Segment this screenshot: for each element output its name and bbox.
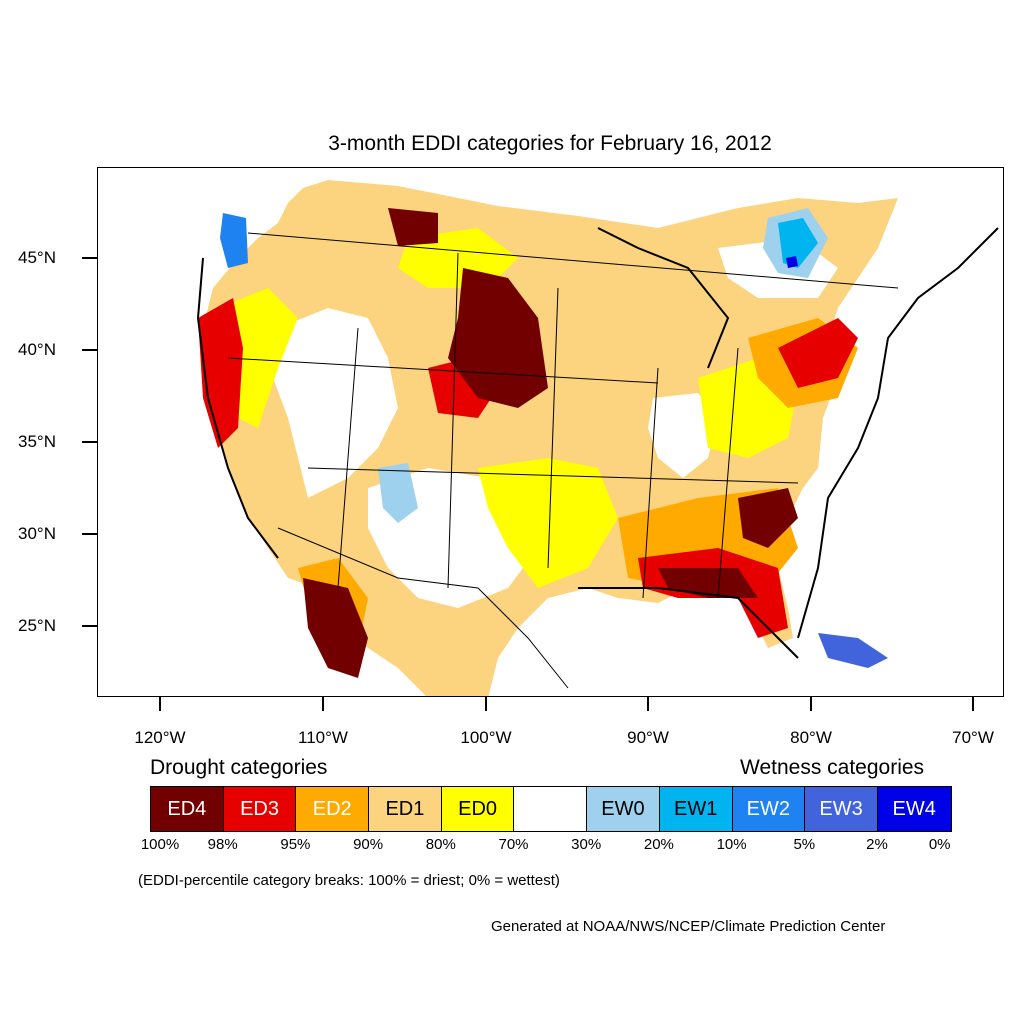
- ed3-east: [778, 318, 858, 388]
- legend-colorbar: ED4 ED3 ED2 ED1 ED0 EW0 EW1 EW2 EW3 EW4: [150, 786, 952, 832]
- ed4-northern-plains: [448, 268, 548, 408]
- legend-break-label: 98%: [207, 836, 238, 853]
- near-normal-midwest: [648, 393, 718, 478]
- map-title: 3-month EDDI categories for February 16,…: [328, 132, 772, 155]
- legend-break-label: 80%: [425, 836, 456, 853]
- legend-swatch-ew2: EW2: [732, 787, 806, 831]
- legend-swatch-ew1: EW1: [659, 787, 733, 831]
- legend-break-label: 90%: [353, 836, 384, 853]
- lon-tick-80: [810, 697, 812, 711]
- ed4-montana: [388, 208, 438, 246]
- legend-break-label: 20%: [643, 836, 674, 853]
- lon-label-100: 100°W: [460, 728, 512, 747]
- ew4-quebec: [786, 256, 798, 268]
- ew1-quebec: [778, 218, 818, 268]
- ed4-carolina: [738, 488, 798, 548]
- lat-label-35: 35°N: [18, 432, 56, 451]
- ew-new-mexico: [378, 463, 418, 523]
- credit-line: Generated at NOAA/NWS/NCEP/Climate Predi…: [491, 918, 886, 935]
- legend-break-label: 30%: [571, 836, 602, 853]
- ed3-california: [198, 298, 243, 448]
- lon-label-120: 120°W: [134, 728, 186, 747]
- lat-label-40: 40°N: [18, 340, 56, 359]
- legend-swatch-ed3: ED3: [223, 787, 297, 831]
- lon-tick-100: [485, 697, 487, 711]
- legend-break-label: 2%: [866, 836, 888, 853]
- legend-swatch-normal: [514, 787, 588, 831]
- legend-swatch-ed1: ED1: [369, 787, 442, 831]
- lon-tick-90: [647, 697, 649, 711]
- lat-label-45: 45°N: [18, 248, 56, 267]
- lon-label-80: 80°W: [790, 728, 832, 747]
- legend-break-label: 5%: [793, 836, 816, 853]
- ew-cuba: [818, 633, 888, 668]
- ed0-central: [478, 458, 618, 588]
- lon-tick-120: [159, 697, 161, 711]
- coastlines: [196, 227, 999, 659]
- legend-break-label: 10%: [716, 836, 747, 853]
- legend-note: (EDDI-percentile category breaks: 100% =…: [138, 872, 560, 889]
- legend-swatch-ed2: ED2: [296, 787, 370, 831]
- lat-tick-30: [82, 533, 97, 535]
- lon-label-90: 90°W: [627, 728, 669, 747]
- legend-swatch-ed0: ED0: [441, 787, 515, 831]
- ed4-mexico: [303, 578, 368, 678]
- lon-tick-110: [322, 697, 324, 711]
- lat-tick-25: [82, 625, 97, 627]
- legend-swatch-ew0: EW0: [587, 787, 660, 831]
- lon-tick-70: [972, 697, 974, 711]
- legend-break-label: 70%: [498, 836, 529, 853]
- lat-label-30: 30°N: [18, 524, 56, 543]
- legend-break-label: 100%: [140, 836, 180, 853]
- lon-label-110: 110°W: [298, 728, 348, 747]
- lat-tick-35: [82, 441, 97, 443]
- eddi-map: [196, 180, 999, 696]
- lat-label-25: 25°N: [18, 616, 56, 635]
- map-panel: [97, 167, 1004, 697]
- drought-heading: Drought categories: [150, 756, 328, 779]
- lat-tick-40: [82, 349, 97, 351]
- legend-swatch-ed4: ED4: [151, 787, 224, 831]
- wetness-heading: Wetness categories: [740, 756, 925, 779]
- lon-label-70: 70°W: [952, 728, 994, 747]
- lat-tick-45: [82, 257, 97, 259]
- legend-swatch-ew4: EW4: [877, 787, 951, 831]
- legend-break-label: 0%: [928, 836, 951, 853]
- legend-break-label: 95%: [280, 836, 311, 853]
- legend-swatch-ew3: EW3: [805, 787, 878, 831]
- near-normal-west: [273, 308, 398, 498]
- state-borders: [227, 232, 899, 689]
- ew-washington: [220, 213, 248, 268]
